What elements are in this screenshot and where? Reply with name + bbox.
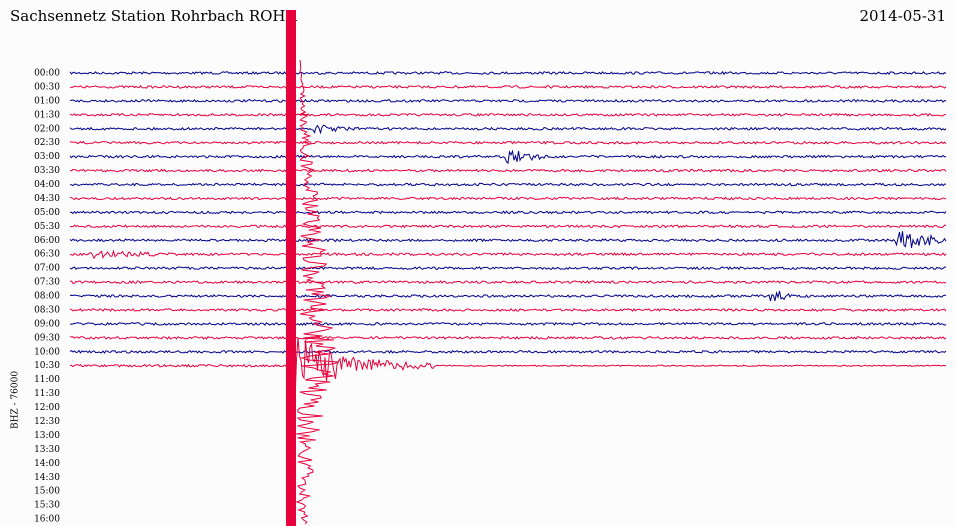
time-label: 10:00 [34,347,60,357]
chart-title: Sachsennetz Station Rohrbach ROHR [10,7,297,25]
time-label: 13:30 [34,445,60,455]
seismic-trace [69,224,947,229]
seismic-trace [69,124,947,135]
time-label: 15:00 [34,487,60,497]
seismic-trace [69,210,947,215]
seismic-trace [69,231,947,248]
time-label: 14:30 [34,473,60,483]
y-axis-label: BHZ - 76000 [11,371,21,429]
time-label: 09:30 [34,333,60,343]
seismic-trace [69,140,947,145]
time-label: 09:00 [34,319,60,329]
seismic-trace [69,290,947,302]
seismic-trace [69,308,947,313]
time-label: 12:30 [34,417,60,427]
time-label: 03:30 [34,166,60,176]
time-label: 14:00 [34,459,60,469]
seismic-trace [69,98,947,103]
time-label: 07:30 [34,278,60,288]
time-label: 16:00 [34,515,60,525]
quake-band [286,10,296,526]
seismic-trace [69,337,947,400]
seismic-trace [70,280,947,285]
time-label: 10:30 [34,361,60,371]
seismic-trace [69,149,946,165]
time-label: 06:30 [34,250,60,260]
seismic-trace [69,84,947,89]
time-label: 11:00 [34,375,60,385]
time-label: 01:00 [34,96,60,106]
seismic-trace [69,349,947,354]
quake-spread [295,59,339,525]
seismic-trace [69,168,947,173]
time-label: 05:30 [34,222,60,232]
time-label: 13:00 [34,431,60,441]
time-label: 15:30 [34,501,60,511]
traces [69,10,947,526]
time-label: 00:00 [34,69,60,79]
time-label: 11:30 [34,389,60,399]
time-label: 01:30 [34,110,60,120]
seismic-trace [69,182,946,187]
time-label: 05:00 [34,208,60,218]
chart-date: 2014-05-31 [860,7,946,25]
time-label: 04:00 [34,180,60,190]
time-label: 12:00 [34,403,60,413]
time-label: 02:00 [34,124,60,134]
time-label: 00:30 [34,82,60,92]
time-label: 04:30 [34,194,60,204]
seismic-trace [69,70,947,76]
time-label: 02:30 [34,138,60,148]
time-label: 06:00 [34,236,60,246]
seismic-trace [69,321,947,326]
time-labels: 00:00 00:30 01:00 01:30 02:00 02:30 03:00 03:30… [34,69,60,525]
time-label: 07:00 [34,264,60,274]
time-label: 03:00 [34,152,60,162]
seismic-trace [69,112,947,117]
seismic-trace [69,335,947,340]
time-label: 08:00 [34,292,60,302]
seismic-trace [69,266,947,271]
time-label: 08:30 [34,305,60,315]
seismic-trace [69,196,947,201]
seismic-trace [69,249,947,260]
